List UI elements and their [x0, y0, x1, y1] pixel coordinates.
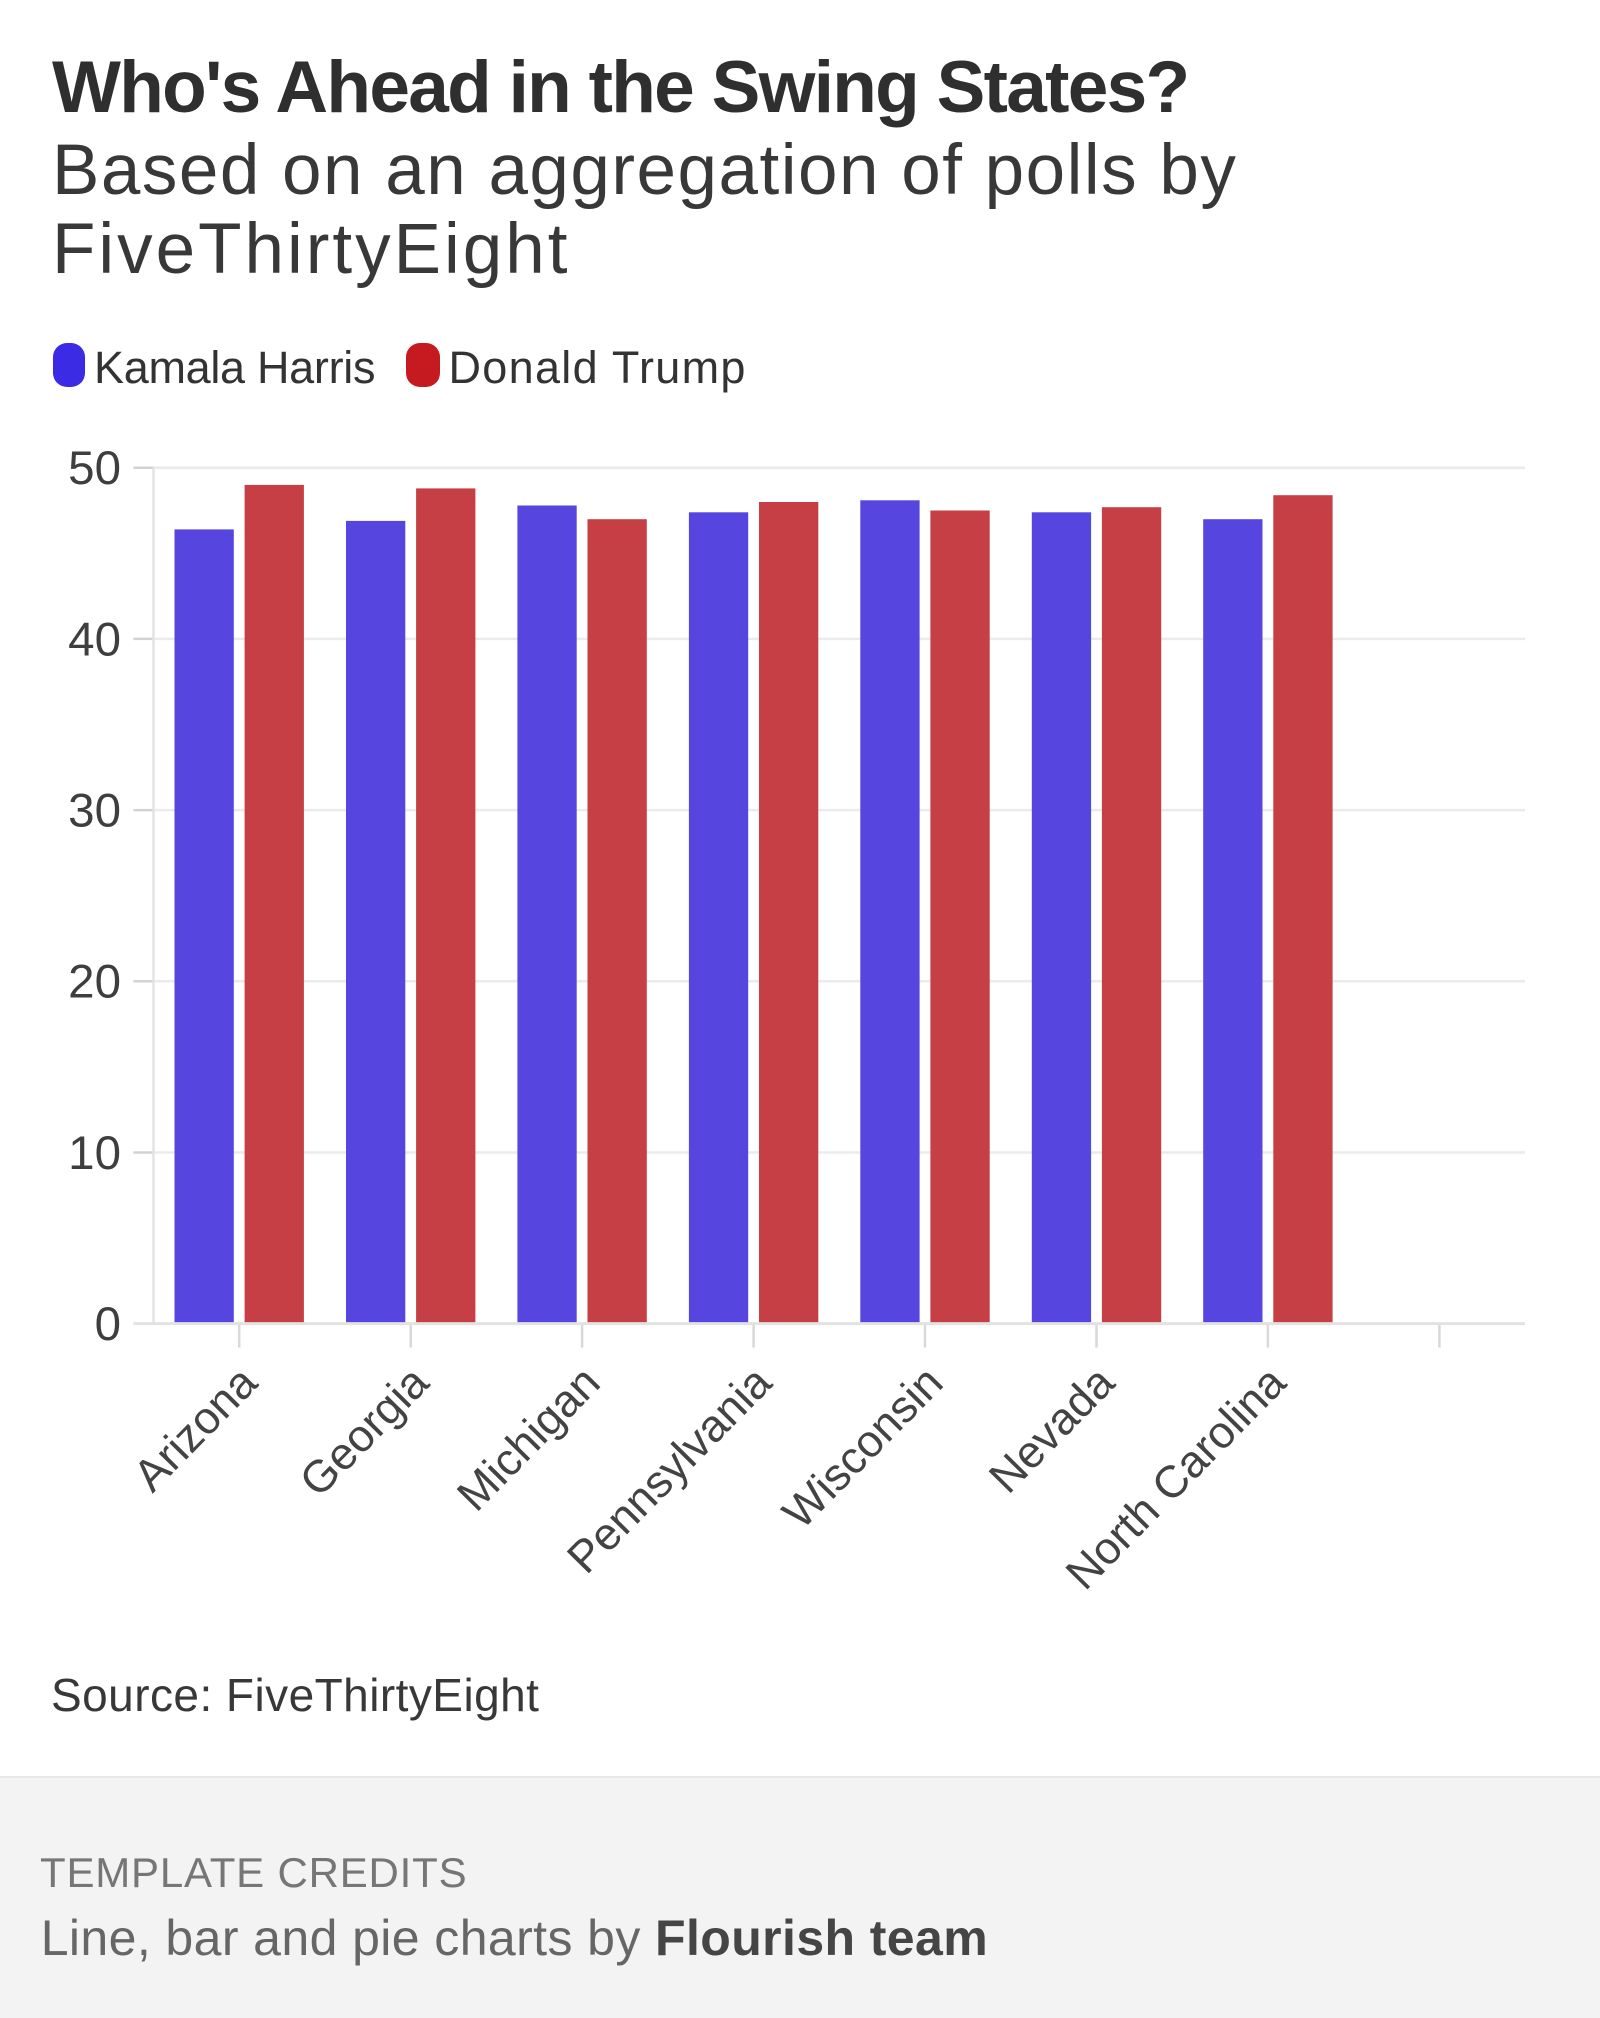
svg-text:Line, bar and pie charts by Fl: Line, bar and pie charts by Flourish tea… — [41, 1910, 988, 1966]
svg-text:50: 50 — [68, 442, 121, 495]
svg-text:Based on an aggregation of pol: Based on an aggregation of polls by — [52, 131, 1237, 210]
svg-text:Donald Trump: Donald Trump — [449, 342, 747, 393]
svg-text:Nevada: Nevada — [979, 1356, 1125, 1503]
svg-text:30: 30 — [68, 785, 121, 838]
svg-text:Arizona: Arizona — [123, 1356, 267, 1501]
svg-text:Who's Ahead in the Swing State: Who's Ahead in the Swing States? — [52, 47, 1188, 128]
svg-text:40: 40 — [68, 613, 121, 666]
svg-text:20: 20 — [68, 956, 121, 1009]
svg-text:10: 10 — [68, 1127, 121, 1180]
svg-text:0: 0 — [95, 1298, 121, 1351]
svg-text:Source: FiveThirtyEight: Source: FiveThirtyEight — [51, 1669, 539, 1721]
svg-text:Georgia: Georgia — [290, 1356, 439, 1507]
svg-text:Michigan: Michigan — [447, 1356, 610, 1520]
svg-text:FiveThirtyEight: FiveThirtyEight — [52, 210, 570, 289]
svg-text:Kamala Harris: Kamala Harris — [94, 342, 375, 393]
svg-text:Wisconsin: Wisconsin — [772, 1356, 952, 1538]
svg-text:TEMPLATE CREDITS: TEMPLATE CREDITS — [40, 1849, 467, 1896]
